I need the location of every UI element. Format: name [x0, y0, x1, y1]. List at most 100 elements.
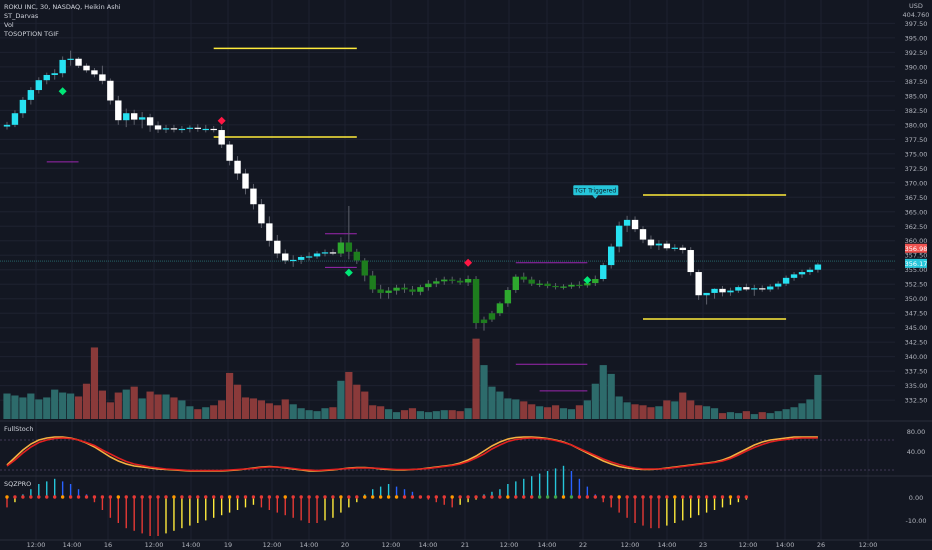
candle-body	[743, 287, 750, 290]
volume-bar	[98, 390, 106, 419]
volume-bar	[512, 399, 520, 419]
candle-body	[321, 252, 329, 254]
candle-body	[608, 246, 615, 266]
squeeze-dot	[617, 495, 621, 499]
squeeze-dot	[259, 495, 264, 499]
candle-body	[504, 290, 512, 304]
candle-body	[552, 285, 559, 288]
volume-bar	[178, 400, 186, 419]
signal-diamond	[464, 258, 473, 267]
candle-body	[3, 124, 11, 127]
volume-bar	[337, 380, 345, 419]
volume-bar	[130, 386, 138, 419]
time-tick-label: 23	[699, 541, 707, 549]
candle-body	[202, 128, 209, 131]
signal-diamond	[217, 116, 226, 125]
volume-bar	[806, 399, 814, 419]
price-tick-label: 395.00	[905, 34, 928, 42]
indicator-volume[interactable]: Vol	[4, 21, 14, 29]
volume-bar	[329, 407, 337, 419]
candle-body	[43, 74, 50, 81]
sqz-pane-label[interactable]: SQZPRO	[4, 480, 32, 488]
time-tick-label: 26	[817, 541, 825, 549]
volume-bar	[774, 411, 782, 419]
squeeze-dot	[744, 495, 749, 499]
volume-bar	[273, 405, 281, 419]
volume-bar	[345, 371, 353, 419]
volume-bar	[536, 406, 544, 419]
squeeze-dot	[657, 495, 661, 499]
squeeze-dot	[482, 495, 486, 499]
squeeze-dot	[116, 495, 121, 499]
volume-bar	[146, 391, 154, 419]
squeeze-dot	[347, 495, 351, 499]
volume-bar	[297, 408, 305, 419]
price-tick-label: 350.00	[905, 295, 928, 303]
volume-bar	[520, 401, 528, 419]
volume-bar	[488, 386, 496, 419]
volume-bar	[82, 383, 91, 419]
volume-bar	[416, 411, 424, 419]
price-tick-label: 392.50	[905, 49, 928, 57]
volume-bar	[361, 391, 369, 419]
volume-bar	[544, 407, 552, 419]
candle-body	[194, 127, 201, 129]
squeeze-dot	[283, 495, 287, 499]
volume-bar	[591, 383, 599, 419]
volume-bar	[35, 399, 43, 419]
volume-bar	[623, 402, 631, 419]
candle-body	[631, 219, 639, 230]
stoch-slow-line	[6, 437, 818, 472]
price-tag-secondary	[905, 258, 927, 268]
time-tick-label: 14:00	[658, 541, 677, 549]
candle-body	[138, 117, 146, 120]
squeeze-dot	[593, 495, 597, 499]
squeeze-dot	[712, 495, 717, 499]
volume-bar	[377, 406, 385, 419]
squeeze-dot	[394, 495, 399, 499]
price-tick-label: 335.00	[905, 382, 928, 390]
price-tick-label: 382.50	[905, 107, 928, 115]
squeeze-dot	[466, 495, 470, 499]
squeeze-dot	[275, 495, 279, 499]
candle-body	[536, 283, 543, 285]
candle-body	[456, 280, 464, 283]
candle-body	[59, 59, 66, 74]
candle-body	[751, 288, 758, 290]
squeeze-dot	[434, 495, 438, 499]
price-tick-label: 332.50	[905, 397, 928, 405]
stoch-pane-label[interactable]: FullStoch	[4, 425, 34, 433]
volume-bar	[528, 404, 536, 419]
candle-body	[759, 288, 766, 290]
volume-bar	[464, 408, 472, 419]
candle-body	[814, 264, 822, 270]
chart-title[interactable]: ROKU INC, 30, NASDAQ, Heikin Ashi	[4, 3, 121, 11]
squeeze-dot	[545, 495, 550, 499]
volume-bar	[305, 410, 313, 419]
candle-body	[258, 204, 265, 224]
squeeze-dot	[530, 495, 534, 499]
candle-body	[425, 283, 432, 288]
candles[interactable]	[3, 50, 822, 331]
squeeze-dot	[172, 495, 176, 499]
volume-bar	[718, 413, 727, 419]
volume-bar	[210, 405, 218, 419]
price-tick-label: 365.00	[905, 208, 928, 216]
price-tag-secondary-label: 356.17	[905, 260, 928, 268]
candle-body	[544, 283, 551, 286]
squeeze-dot	[561, 495, 566, 499]
candle-body	[584, 283, 591, 286]
candle-body	[767, 286, 774, 290]
indicator-darvas[interactable]: ST_Darvas	[4, 12, 39, 20]
candle-body	[274, 240, 281, 254]
squeeze-dot	[100, 495, 105, 499]
volume-bar	[385, 409, 393, 419]
squeeze-dot	[60, 495, 65, 499]
squeeze-dot	[92, 495, 97, 499]
price-axis: 397.50 395.00 392.50 390.00 387.50 385.00 382.…	[903, 2, 930, 525]
candle-body	[806, 269, 814, 273]
volume-bar	[631, 404, 639, 419]
indicator-tosoption[interactable]: TOSOPTION TGIF	[4, 30, 59, 38]
